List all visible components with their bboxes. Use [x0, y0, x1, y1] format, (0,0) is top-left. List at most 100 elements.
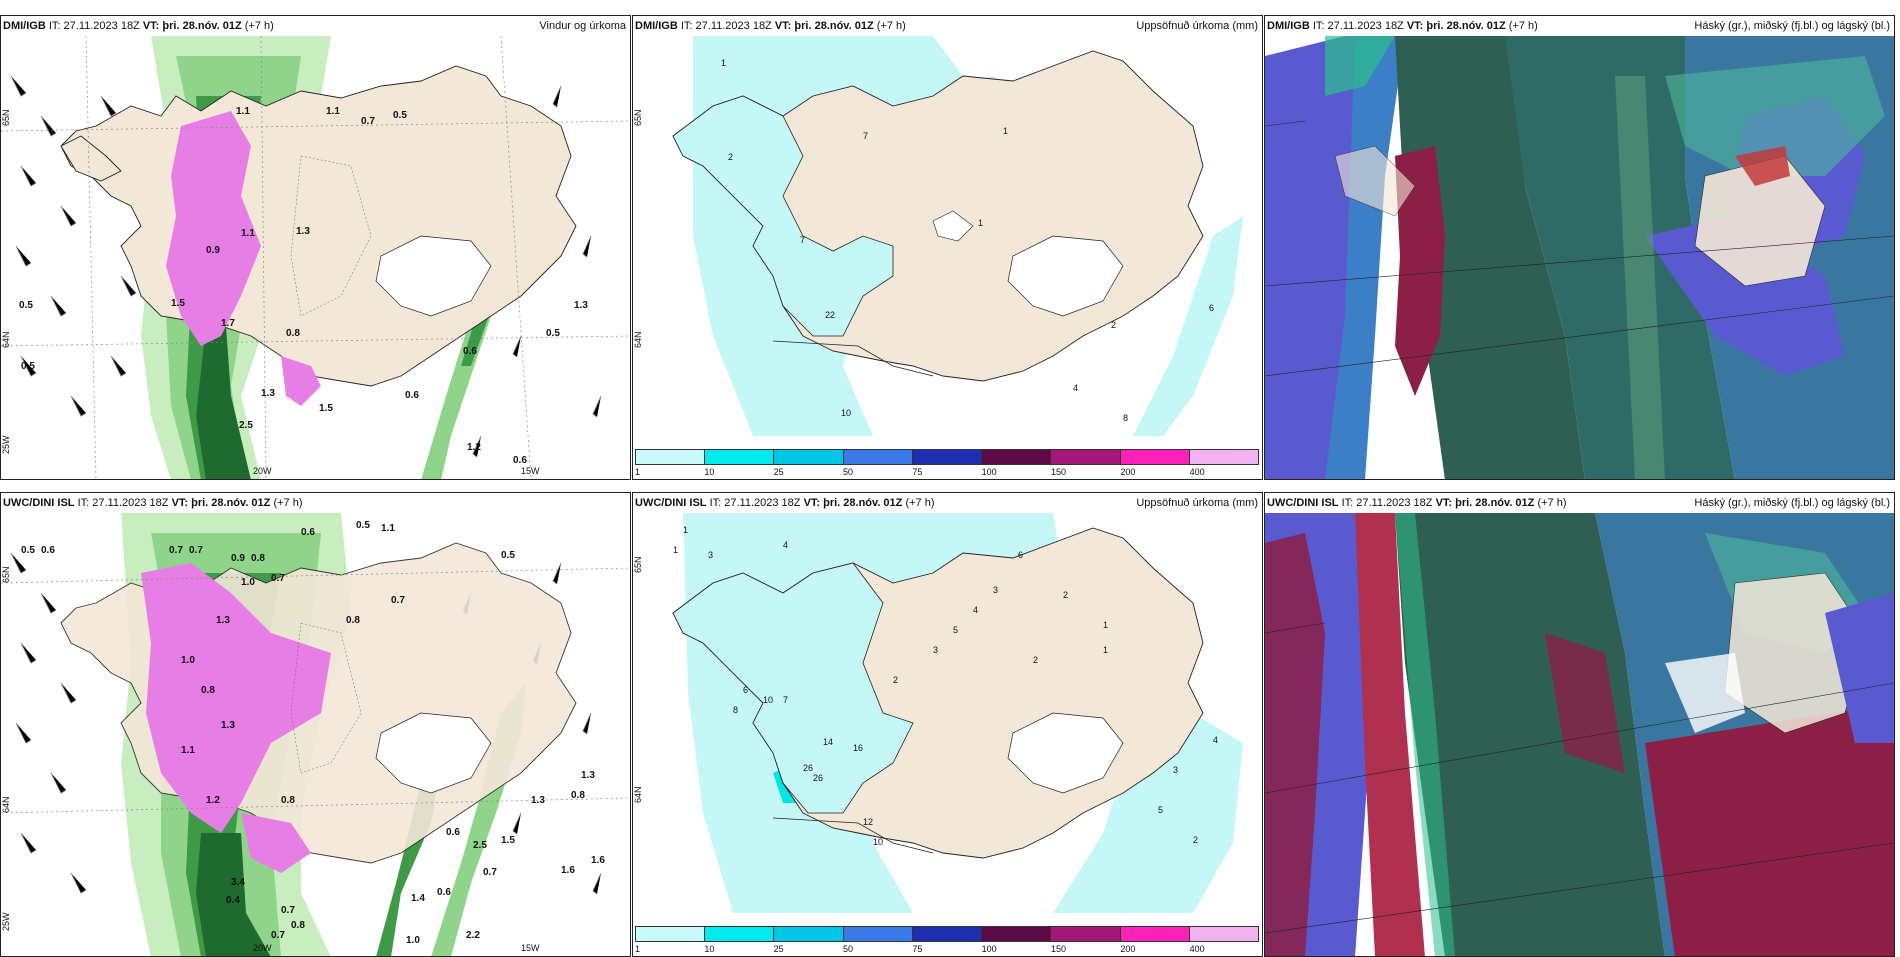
map-label: 4: [1213, 735, 1218, 745]
colorbar-cell: [1189, 927, 1258, 941]
colorbar-cell: [1051, 927, 1121, 941]
panel-header: UWC/DINI ISL IT: 27.11.2023 18Z VT: þri.…: [3, 497, 303, 509]
map-label: 2.5: [473, 840, 487, 851]
map-label: 0.6: [446, 827, 460, 838]
map-label: 0.8: [571, 790, 585, 801]
map-wind-precip[interactable]: 0.5 0.6 0.7 0.7 0.6 0.5 1.1 0.5 0.9 0.8 …: [1, 513, 630, 956]
map-label: 1: [721, 58, 726, 68]
map-wind-precip[interactable]: 0.5 0.5 1.1 1.1 0.7 0.5 0.9 1.1 1.3 1.5 …: [1, 36, 630, 479]
map-label: 1.5: [171, 298, 185, 309]
colorbar-cell: [982, 927, 1052, 941]
lon-label: 20W: [253, 466, 272, 476]
colorbar-cell: [774, 927, 844, 941]
colorbar-tick-label: 75: [912, 467, 923, 477]
colorbar-tick-label: 10: [704, 467, 715, 477]
colorbar-tick-label: 75: [912, 944, 923, 954]
panel-title: Uppsöfnuð úrkoma (mm): [1136, 497, 1258, 509]
colorbar-cell: [774, 450, 844, 464]
lat-label: 64N: [1, 331, 11, 348]
map-label: 1.2: [206, 795, 220, 806]
colorbar-tick-label: 200: [1120, 467, 1136, 477]
colorbar-cell: [636, 450, 706, 464]
map-label: 4: [783, 540, 788, 550]
map-label: 1.1: [181, 745, 195, 756]
colorbar-tick-label: 150: [1051, 467, 1067, 477]
wind-barbs: [10, 75, 602, 458]
colorbar-tick-label: 10: [704, 944, 715, 954]
colorbar-cell: [1189, 450, 1258, 464]
map-label: 0.9: [231, 553, 245, 564]
map-label: 0.5: [356, 520, 370, 531]
colorbar-cell: [705, 450, 775, 464]
map-clouds[interactable]: [1265, 36, 1894, 479]
precip-value-labels: 0.5 0.5 1.1 1.1 0.7 0.5 0.9 1.1 1.3 1.5 …: [19, 106, 588, 466]
panel-title: Uppsöfnuð úrkoma (mm): [1136, 20, 1258, 32]
panel-header: UWC/DINI ISL IT: 27.11.2023 18Z VT: þri.…: [1267, 497, 1567, 509]
lon-label: 20W: [253, 943, 272, 953]
colorbar-cell: [912, 450, 983, 464]
map-label: 1.3: [531, 795, 545, 806]
lat-label: 65N: [633, 556, 643, 573]
map-label: 1.0: [241, 577, 255, 588]
map-label: 7: [800, 235, 805, 245]
lat-label: 64N: [633, 331, 643, 348]
map-label: 3.4: [231, 877, 245, 888]
axis-labels: 65N 64N 25W 20W 15W: [1, 109, 540, 476]
map-label: 1.1: [381, 523, 395, 534]
lat-label: 65N: [633, 109, 643, 126]
map-label: 10: [763, 695, 773, 705]
panel-accum-precip-uwc: UWC/DINI ISL IT: 27.11.2023 18Z VT: þri.…: [632, 492, 1263, 957]
map-label: 0.5: [501, 550, 515, 561]
lon-label: 25W: [1, 435, 11, 454]
map-label: 0.5: [21, 545, 35, 556]
panel-header: DMI/IGB IT: 27.11.2023 18Z VT: þri. 28.n…: [1267, 20, 1538, 32]
map-label: 1.2: [467, 442, 481, 453]
lon-label: 15W: [521, 466, 540, 476]
map-label: 0.7: [271, 930, 285, 941]
map-label: 0.4: [226, 895, 240, 906]
map-label: 0.6: [437, 887, 451, 898]
panel-accum-precip-dmi: DMI/IGB IT: 27.11.2023 18Z VT: þri. 28.n…: [632, 15, 1263, 480]
colorbar-tick-label: 100: [981, 467, 997, 477]
map-label: 14: [823, 737, 833, 747]
map-clouds[interactable]: [1265, 513, 1894, 956]
colorbar-cell: [636, 927, 706, 941]
map-label: 6: [743, 685, 748, 695]
map-accum-precip[interactable]: 1 7 2 1 7 22 10 2 6 4 8 1 65N 64N: [633, 36, 1262, 436]
colorbar-cell: [1120, 450, 1190, 464]
map-label: 8: [1123, 413, 1128, 423]
map-label: 2: [893, 675, 898, 685]
map-label: 0.6: [301, 527, 315, 538]
map-label: 2: [1193, 835, 1198, 845]
map-label: 0.6: [41, 545, 55, 556]
map-label: 1.5: [501, 835, 515, 846]
colorbar-cell: [705, 927, 775, 941]
panel-title: Háský (gr.), miðský (fj.bl.) og lágský (…: [1694, 20, 1890, 32]
map-label: 0.6: [513, 455, 527, 466]
map-label: 0.8: [291, 920, 305, 931]
map-label: 10: [841, 408, 851, 418]
map-label: 7: [863, 131, 868, 141]
map-label: 2: [728, 152, 733, 162]
panel-title: Vindur og úrkoma: [539, 20, 626, 32]
map-label: 1.3: [261, 388, 275, 399]
lat-label: 65N: [1, 566, 11, 583]
map-label: 2: [1063, 590, 1068, 600]
map-label: 5: [1158, 805, 1163, 815]
colorbar-tick-label: 150: [1051, 944, 1067, 954]
map-label: 26: [813, 773, 823, 783]
map-label: 1.4: [411, 893, 425, 904]
panel-header: DMI/IGB IT: 27.11.2023 18Z VT: þri. 28.n…: [3, 20, 274, 32]
map-label: 1.0: [181, 655, 195, 666]
lat-label: 64N: [633, 786, 643, 803]
map-label: 5: [953, 625, 958, 635]
map-label: 2.5: [239, 420, 253, 431]
map-accum-precip[interactable]: 1 1 3 4 6 2 1 26 26 14 16 12 10 3 2 5 4 …: [633, 513, 1262, 913]
map-label: 0.7: [189, 545, 203, 556]
map-label: 1.1: [326, 106, 340, 117]
map-label: 0.5: [546, 328, 560, 339]
map-label: 4: [973, 605, 978, 615]
map-label: 1.3: [216, 615, 230, 626]
precip-colorbar: 1 10 25 50 75 100 150 200 400: [633, 449, 1262, 479]
map-label: 1: [673, 545, 678, 555]
